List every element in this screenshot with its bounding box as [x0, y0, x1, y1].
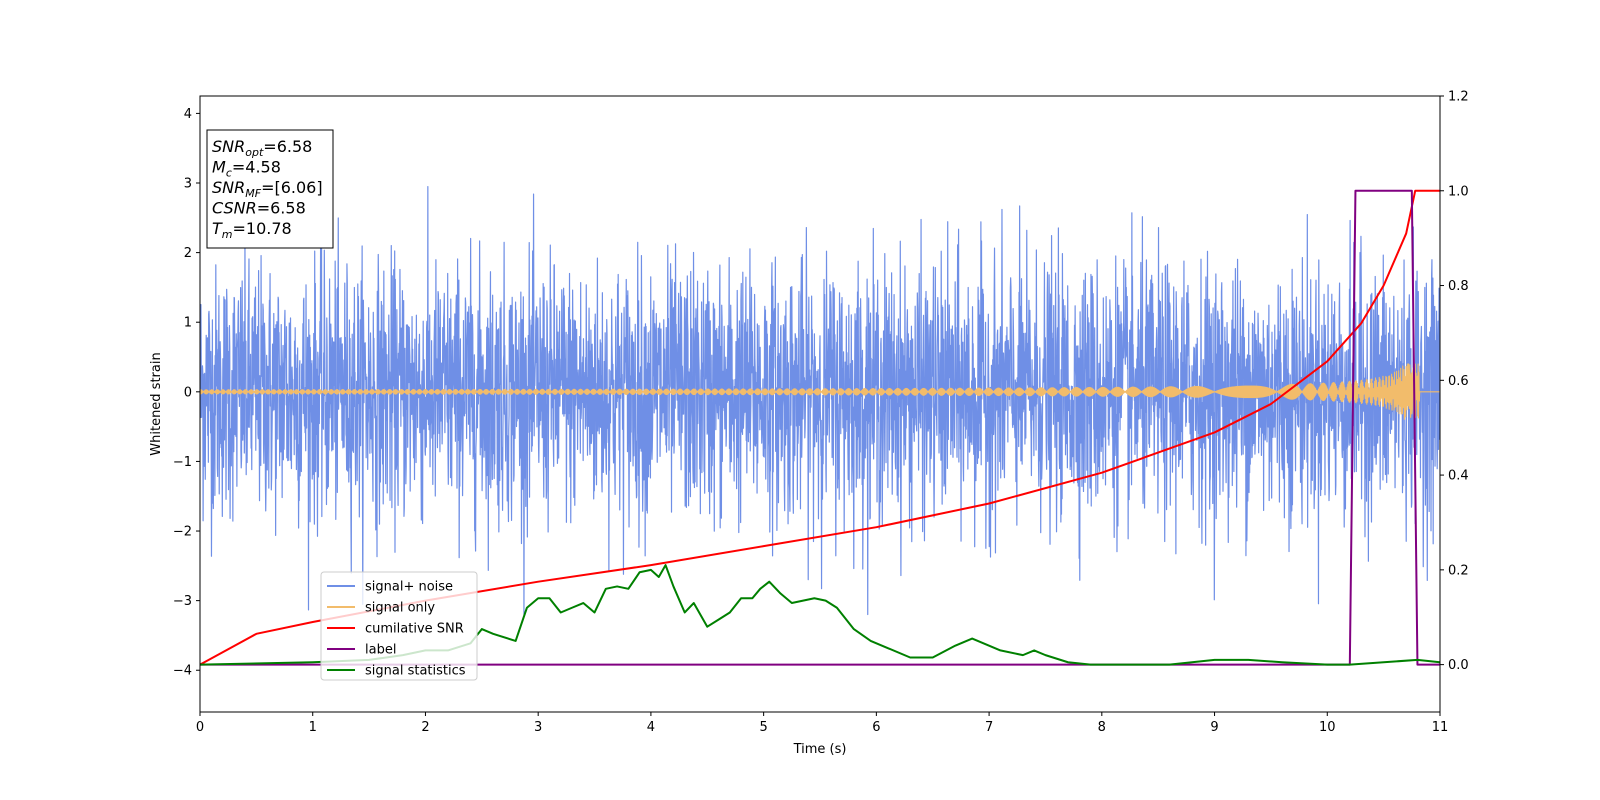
y-tick-label-right: 1.2 [1448, 90, 1469, 105]
legend-frame [320, 571, 478, 681]
legend-label: signal statistics [365, 664, 466, 679]
info-box-frame [206, 129, 334, 249]
legend-label: cumilative SNR [365, 622, 464, 637]
x-tick-label: 7 [985, 720, 993, 735]
x-tick-label: 3 [534, 720, 542, 735]
y-tick-label-right: 0.2 [1448, 563, 1469, 578]
x-tick-label: 0 [196, 720, 204, 735]
x-tick-label: 1 [309, 720, 317, 735]
y-tick-label-left: −3 [173, 594, 192, 609]
info-box: SNRopt=6.58Mc=4.58SNRMF=[6.06]CSNR=6.58T… [206, 129, 334, 249]
x-tick-label: 8 [1098, 720, 1106, 735]
y-tick-label-left: −1 [173, 455, 192, 470]
x-tick-label: 6 [872, 720, 880, 735]
y-axis-label-left: Whitened strain [149, 352, 164, 455]
y-tick-label-right: 0.4 [1448, 469, 1469, 484]
info-box-line: SNRopt=6.58 [212, 137, 312, 159]
y-tick-label-right: 0.0 [1448, 658, 1469, 673]
x-tick-label: 4 [647, 720, 655, 735]
y-tick-label-left: −2 [173, 525, 192, 540]
info-box-line: Mc=4.58 [212, 158, 281, 180]
axes-ticks: 0 1 2 3 4 5 6 7 8 9 10 11 −4 −3 −2 −1 0 1 2 3 4 0.0 0.2 0.4 0.6 0… [173, 90, 1469, 736]
y-tick-label-left: 2 [184, 246, 192, 261]
y-tick-label-left: 1 [184, 316, 192, 331]
info-box-line: Tm=10.78 [212, 219, 292, 241]
y-tick-label-right: 0.6 [1448, 374, 1469, 389]
legend-label: label [365, 643, 396, 658]
x-tick-label: 10 [1319, 720, 1336, 735]
legend: signal+ noise signal only cumilative SNR la… [320, 571, 478, 681]
x-tick-label: 11 [1432, 720, 1449, 735]
x-tick-label: 9 [1210, 720, 1218, 735]
y-tick-label-left: 3 [184, 177, 192, 192]
legend-label: signal only [365, 601, 435, 616]
y-tick-label-right: 1.0 [1448, 184, 1469, 199]
y-tick-label-left: 0 [184, 385, 192, 400]
series-signal-statistics-line [200, 564, 1440, 666]
x-tick-label: 5 [759, 720, 767, 735]
legend-label: signal+ noise [365, 580, 453, 595]
y-tick-label-left: 4 [184, 107, 192, 122]
x-tick-label: 2 [421, 720, 429, 735]
info-box-line: CSNR=6.58 [212, 199, 306, 218]
y-tick-label-left: −4 [173, 664, 192, 679]
plot-frame [199, 95, 1441, 713]
x-axis-label: Time (s) [793, 742, 847, 757]
y-tick-label-right: 0.8 [1448, 279, 1469, 294]
info-box-line: SNRMF=[6.06] [212, 178, 323, 200]
series-signal-only-line [200, 363, 1440, 420]
